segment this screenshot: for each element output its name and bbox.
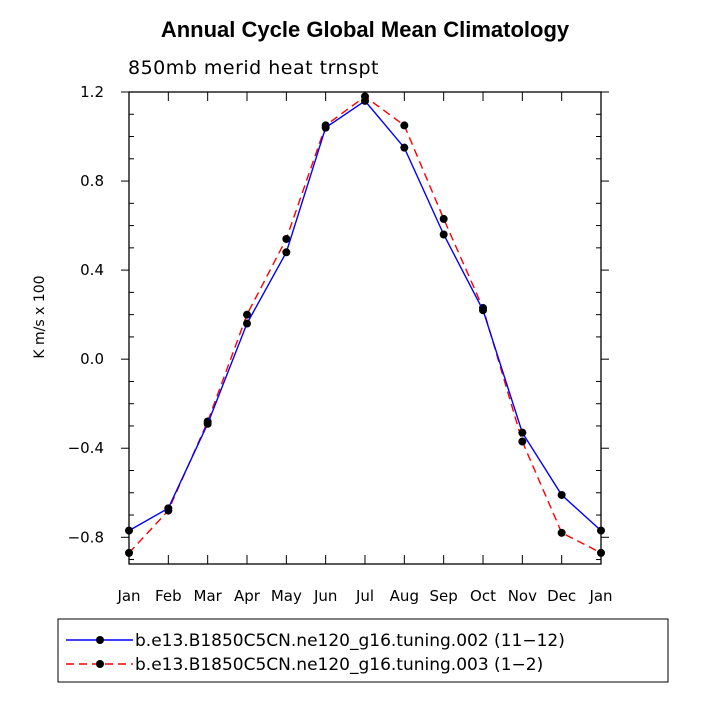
x-tick-label-dec: Dec xyxy=(547,587,576,605)
chart-subtitle: 850mb merid heat trnspt xyxy=(128,57,379,79)
x-tick-label-oct: Oct xyxy=(470,587,496,605)
series-1-point xyxy=(518,428,527,437)
x-tick-label-mar: Mar xyxy=(194,587,223,605)
series-line-2 xyxy=(128,95,602,554)
x-tick-label-aug: Aug xyxy=(390,587,419,605)
series-1-point xyxy=(439,230,448,239)
y-tick-label: 0.0 xyxy=(80,350,104,368)
series-1-point xyxy=(361,96,369,105)
x-tick-label-jan: Jan xyxy=(588,587,612,605)
plot-frame xyxy=(128,91,602,565)
x-tick-label-sep: Sep xyxy=(430,587,458,605)
x-tick-label-apr: Apr xyxy=(234,587,261,605)
legend: b.e13.B1850C5CN.ne120_g16.tuning.002 (11… xyxy=(57,618,669,683)
legend-box xyxy=(57,618,669,683)
series-1-point xyxy=(203,419,212,428)
x-tick-label-jan: Jan xyxy=(116,587,140,605)
x-tick-label-jun: Jun xyxy=(313,587,337,605)
legend-marker-1 xyxy=(96,636,104,644)
series-1-point xyxy=(243,319,251,328)
series-2-point xyxy=(597,548,605,557)
series-1-point xyxy=(321,123,330,132)
x-tick-label-nov: Nov xyxy=(508,587,537,605)
series-1-point xyxy=(557,490,566,499)
series-line-1 xyxy=(128,99,602,532)
chart-title: Annual Cycle Global Mean Climatology xyxy=(161,17,570,42)
y-tick-label: 0.8 xyxy=(80,172,104,190)
y-tick-label: 0.4 xyxy=(80,261,104,279)
y-tick-label: −0.4 xyxy=(68,439,104,457)
series-1-point xyxy=(282,248,291,257)
series-1-point xyxy=(479,306,487,315)
series-1-point xyxy=(597,526,605,535)
series-2-point xyxy=(282,234,291,243)
series-1-point xyxy=(400,143,409,152)
x-tick-label-jul: Jul xyxy=(355,587,374,605)
y-axis-label: K m/s x 100 xyxy=(32,275,48,358)
legend-marker-2 xyxy=(96,660,104,668)
series-2-point xyxy=(243,310,251,319)
y-tick-label: 1.2 xyxy=(80,83,104,101)
series-2-point xyxy=(125,548,133,557)
legend-label-2: b.e13.B1850C5CN.ne120_g16.tuning.003 (1−… xyxy=(135,655,543,675)
series-2-point xyxy=(439,214,448,223)
y-tick-label: −0.8 xyxy=(68,528,104,546)
series-1-point xyxy=(164,504,173,513)
series-2-point xyxy=(400,121,409,130)
legend-label-1: b.e13.B1850C5CN.ne120_g16.tuning.002 (11… xyxy=(135,631,565,651)
series-1-point xyxy=(125,526,133,535)
series-2-point xyxy=(557,528,566,537)
x-tick-label-may: May xyxy=(271,587,302,605)
series-2-point xyxy=(518,437,527,446)
x-tick-label-feb: Feb xyxy=(155,587,182,605)
